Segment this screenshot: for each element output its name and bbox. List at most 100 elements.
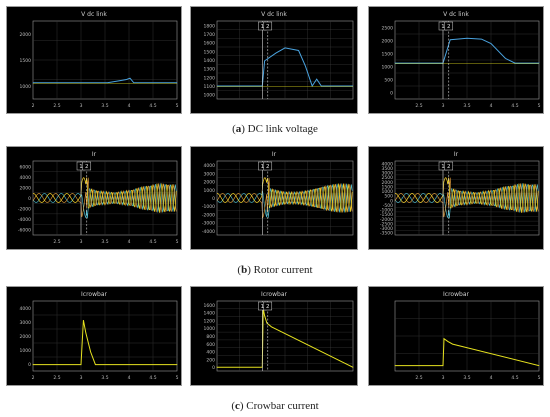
y-tick-label: 1000 bbox=[204, 188, 216, 194]
data-line bbox=[217, 47, 353, 88]
rotor-phase-trace bbox=[395, 177, 539, 213]
y-tick-label: -2000 bbox=[380, 217, 393, 223]
y-tick-label: 2500 bbox=[382, 175, 394, 181]
y-tick-label: 0 bbox=[390, 198, 393, 204]
y-tick-label: 4000 bbox=[20, 306, 32, 312]
caption-b: (b) Rotor current bbox=[237, 264, 313, 276]
y-tick-label: -1500 bbox=[380, 212, 393, 218]
y-tick-label: 1000 bbox=[20, 348, 32, 354]
cursor-label-1: 1 bbox=[261, 164, 265, 170]
x-tick-label: 3 bbox=[80, 375, 83, 381]
y-tick-label: 0 bbox=[28, 196, 31, 202]
x-tick-label: 3 bbox=[80, 239, 83, 245]
chart-3: Ir 6000 4000 2000 0 -2000 -4000 -6000 2.5 3 3.5 4 4.… bbox=[18, 151, 179, 245]
y-tick-label: 2000 bbox=[382, 180, 394, 186]
y-tick-label: -3000 bbox=[380, 226, 393, 232]
y-tick-label: 1000 bbox=[20, 84, 32, 90]
y-tick-label: 500 bbox=[384, 194, 393, 200]
x-tick-label: 4 bbox=[128, 375, 131, 381]
rotor-phase-trace bbox=[32, 183, 177, 219]
y-tick-label: -3500 bbox=[380, 231, 393, 237]
y-tick-label: 1000 bbox=[204, 326, 216, 332]
y-tick-label: -1000 bbox=[202, 204, 215, 210]
data-line bbox=[394, 37, 540, 64]
cursor-box-2 bbox=[444, 161, 454, 171]
chart-title: V dc link bbox=[81, 11, 107, 18]
chart-0: V dc link 1000 1500 2000 2 2.5 3 3.5 4 4.5 5 bbox=[20, 11, 179, 109]
data-line bbox=[32, 77, 178, 84]
y-tick-label: 1300 bbox=[204, 67, 216, 73]
caption-c: (c) Crowbar current bbox=[231, 400, 319, 412]
chart-5: Ir40003500300025002000150010005000-500-1… bbox=[380, 151, 540, 237]
y-tick-label: 1500 bbox=[20, 58, 32, 64]
x-tick-label: 2.5 bbox=[53, 239, 60, 245]
cursor-label-2: 2 bbox=[266, 164, 270, 170]
y-tick-label: -6000 bbox=[18, 228, 31, 234]
chart-8: Icrowbar 2.5 3 3.5 4 4.5 5 bbox=[394, 291, 541, 381]
y-tick-label: 2000 bbox=[382, 39, 394, 45]
x-tick-label: 3.5 bbox=[101, 239, 108, 245]
crowbar-panel-2: Icrowbar 0 200 400 600 800 1000 1200 1400 1600 1 2 bbox=[190, 286, 358, 386]
x-tick-label: 3 bbox=[442, 375, 445, 381]
y-tick-label: 4000 bbox=[382, 161, 394, 167]
y-tick-label: 1000 bbox=[382, 65, 394, 71]
chart-title: V dc link bbox=[261, 11, 287, 18]
y-tick-label: 1200 bbox=[204, 318, 216, 324]
x-tick-label: 4.5 bbox=[149, 239, 156, 245]
y-tick-label: 600 bbox=[206, 342, 215, 348]
cursor-label-2: 2 bbox=[447, 164, 451, 170]
y-tick-label: 1400 bbox=[204, 58, 216, 64]
rotor-phase-trace bbox=[217, 177, 353, 213]
y-tick-label: -3000 bbox=[202, 221, 215, 227]
cursor-box-2 bbox=[263, 161, 273, 171]
x-tick-label: 2 bbox=[32, 103, 35, 109]
y-tick-label: -4000 bbox=[18, 217, 31, 223]
y-tick-label: 1000 bbox=[382, 189, 394, 195]
x-tick-label: 5 bbox=[176, 103, 179, 109]
y-tick-label: 2000 bbox=[20, 334, 32, 340]
rotor-phase-trace bbox=[216, 183, 353, 218]
cursor-box-2 bbox=[82, 161, 92, 171]
x-tick-label: 4.5 bbox=[511, 375, 518, 381]
y-tick-label: 0 bbox=[28, 362, 31, 368]
x-tick-label: 4 bbox=[128, 239, 131, 245]
y-tick-label: 1600 bbox=[204, 303, 216, 309]
y-tick-label: 4000 bbox=[204, 163, 216, 169]
rotor-current-panel-2: Ir 4000 3000 2000 1000 0 -1000 -2000 -3000 -4000 1… bbox=[190, 146, 358, 250]
crowbar-panel-3: Icrowbar 2.5 3 3.5 4 4.5 5 bbox=[368, 286, 544, 386]
chart-title: Icrowbar bbox=[261, 291, 287, 298]
y-tick-label: 1800 bbox=[204, 23, 216, 29]
cursor-label-2: 2 bbox=[447, 24, 451, 30]
chart-6: Icrowbar 0 1000 2000 3000 4000 2 2.5 3 3.5 4 4.5 5 bbox=[20, 291, 179, 381]
cursor-box-2 bbox=[263, 301, 273, 311]
cursor-box-2 bbox=[263, 21, 273, 31]
cursor-label-2: 2 bbox=[266, 304, 270, 310]
y-tick-label: 1000 bbox=[204, 93, 216, 99]
x-tick-label: 4.5 bbox=[149, 375, 156, 381]
data-line bbox=[394, 337, 540, 367]
crowbar-panel-1: Icrowbar 0 1000 2000 3000 4000 2 2.5 3 3.5 4 4.5 5 bbox=[6, 286, 182, 386]
y-tick-label: -2500 bbox=[380, 221, 393, 227]
y-tick-label: 3000 bbox=[20, 320, 32, 326]
y-tick-label: -500 bbox=[383, 203, 393, 209]
chart-2: V dc link 0 500 1000 1500 2000 2500 2.5 3 3.5 4 4.5… bbox=[382, 11, 541, 109]
x-tick-label: 4.5 bbox=[511, 103, 518, 109]
x-tick-label: 3 bbox=[80, 103, 83, 109]
cursor-label-1: 1 bbox=[261, 24, 265, 30]
y-tick-label: 2500 bbox=[382, 26, 394, 32]
y-tick-label: 0 bbox=[212, 196, 215, 202]
y-tick-label: 2000 bbox=[20, 32, 32, 38]
y-tick-label: -1000 bbox=[380, 208, 393, 214]
y-tick-label: 4000 bbox=[20, 175, 32, 181]
x-tick-label: 2.5 bbox=[53, 103, 60, 109]
chart-title: Ir bbox=[92, 151, 97, 158]
y-tick-label: 1600 bbox=[204, 41, 216, 47]
rotor-phase-trace bbox=[394, 183, 539, 219]
x-tick-label: 5 bbox=[176, 375, 179, 381]
cursor-label-2: 2 bbox=[85, 164, 89, 170]
y-tick-label: 6000 bbox=[20, 164, 32, 170]
y-tick-label: 1200 bbox=[204, 75, 216, 81]
y-tick-label: 2000 bbox=[204, 180, 216, 186]
y-tick-label: 800 bbox=[206, 334, 215, 340]
